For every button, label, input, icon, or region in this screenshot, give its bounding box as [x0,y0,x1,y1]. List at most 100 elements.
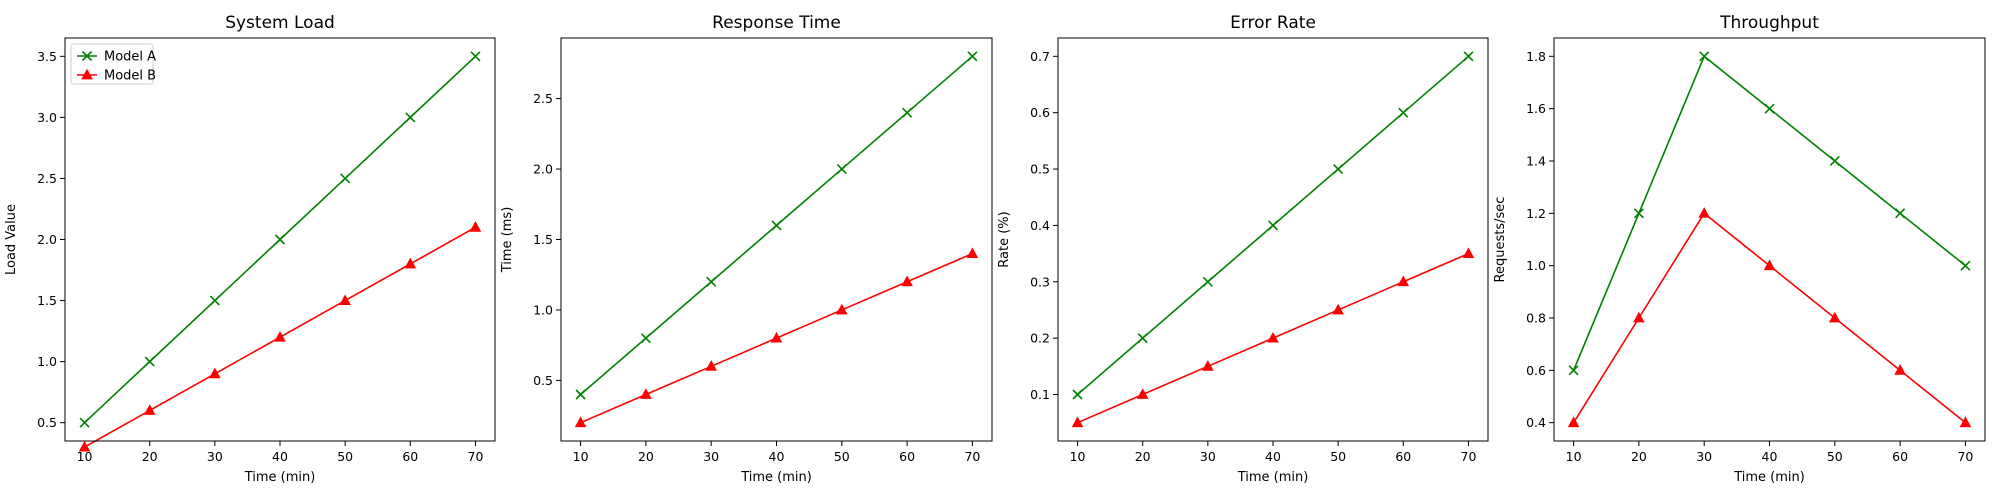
data-point [1267,331,1279,343]
plot-frame [64,37,496,442]
data-point [1895,208,1906,219]
data-point [836,303,848,315]
data-point [1137,333,1148,344]
data-point [640,388,652,399]
series-model-a [1072,51,1474,400]
data-point [79,417,90,428]
data-point [1763,259,1776,271]
y-tick-label: 0.7 [1030,49,1050,64]
data-point [339,294,351,305]
x-tick-label: 40 [1762,449,1778,464]
x-tick-label: 30 [1696,449,1712,464]
x-tick-label: 10 [77,449,93,464]
plot-frame [560,37,993,442]
subplot-4: Throughput 10 20 30 40 50 60 70 0.4 0.6 0.8 1.0 1.2 1… [1493,13,1986,485]
x-tick-label: 50 [834,449,850,464]
y-axis-label: Time (ms) [500,207,515,274]
y-axis-label: Requests/sec [1493,197,1508,283]
data-point [1959,416,1972,428]
data-point [705,360,717,371]
legend-box [70,43,154,85]
data-point [771,220,782,231]
x-tick-label: 70 [468,449,484,464]
y-tick-label: 3.5 [37,49,57,64]
x-tick-label: 70 [964,449,980,464]
data-point [340,173,351,184]
y-tick-label: 1.6 [1526,101,1546,116]
series-model-b [78,221,482,452]
data-point [78,440,91,452]
y-tick-label: 1.0 [37,354,57,369]
data-point [1567,416,1580,428]
legend-label: Model B [104,69,156,84]
data-point [144,356,155,367]
series-model-a [575,51,978,400]
data-point [1829,155,1840,167]
data-point [1894,364,1906,375]
x-tick-label: 60 [1395,449,1411,464]
data-point [1202,276,1213,287]
y-tick-label: 2.5 [37,171,57,186]
legend-marker [81,68,93,80]
y-tick-label: 0.4 [1030,218,1050,233]
y-tick-label: 0.8 [1526,311,1546,326]
data-point [902,107,913,118]
y-tick-label: 1.2 [1526,206,1546,221]
y-tick-label: 1.0 [533,302,553,317]
x-tick-label: 50 [1330,449,1346,464]
y-tick-label: 1.5 [533,232,553,247]
x-tick-label: 40 [769,449,785,464]
data-point [1960,260,1971,271]
y-tick-label: 1.5 [37,293,57,308]
data-point [1764,103,1775,114]
data-point [1633,208,1644,219]
chart-title: Error Rate [1230,13,1316,33]
data-point [209,295,220,306]
y-tick-label: 1.8 [1526,49,1546,64]
y-tick-label: 0.3 [1030,274,1050,289]
data-point [274,330,286,342]
data-point [274,234,286,245]
data-point [1698,207,1710,218]
plot-frame [1553,37,1986,442]
y-axis-label: Load Value [4,204,19,275]
data-point [1202,360,1214,371]
data-point [1332,303,1344,315]
data-point [706,276,717,287]
chart-title: System Load [225,13,335,33]
chart-title: Throughput [1719,13,1819,33]
data-point [1463,51,1474,62]
data-point [640,333,651,344]
x-tick-label: 20 [142,449,158,464]
series-model-b [574,247,979,428]
plot-frame [1057,37,1489,442]
x-tick-label: 60 [402,449,418,464]
series-model-b [1567,207,1972,428]
subplot-3: Error Rate 10 20 30 40 50 60 70 0.1 0.2 0.3 0.4 0.5 0… [997,13,1489,485]
series-model-a [79,51,481,428]
legend: Model A Model B [70,43,156,85]
data-point [1462,247,1475,258]
y-tick-label: 0.6 [1030,105,1050,120]
x-tick-label: 70 [1957,449,1973,464]
data-point [574,416,587,428]
x-axis-label: Time (min) [244,470,316,485]
data-point [770,331,783,343]
y-tick-label: 0.1 [1030,387,1050,402]
x-tick-label: 10 [573,449,589,464]
x-tick-label: 40 [272,449,288,464]
x-tick-label: 10 [1070,449,1086,464]
y-tick-label: 1.4 [1526,153,1546,168]
x-tick-label: 50 [337,449,353,464]
y-tick-label: 0.4 [1526,415,1546,430]
subplot-2: Response Time 10 20 30 40 50 60 70 0.5 1.0 1.5 2.0 2… [500,13,993,485]
x-tick-label: 40 [1265,449,1281,464]
data-point [404,257,417,269]
x-tick-label: 10 [1566,449,1582,464]
x-tick-label: 30 [703,449,719,464]
data-point [1267,220,1279,231]
y-tick-label: 1.0 [1526,258,1546,273]
data-point [1136,388,1149,399]
